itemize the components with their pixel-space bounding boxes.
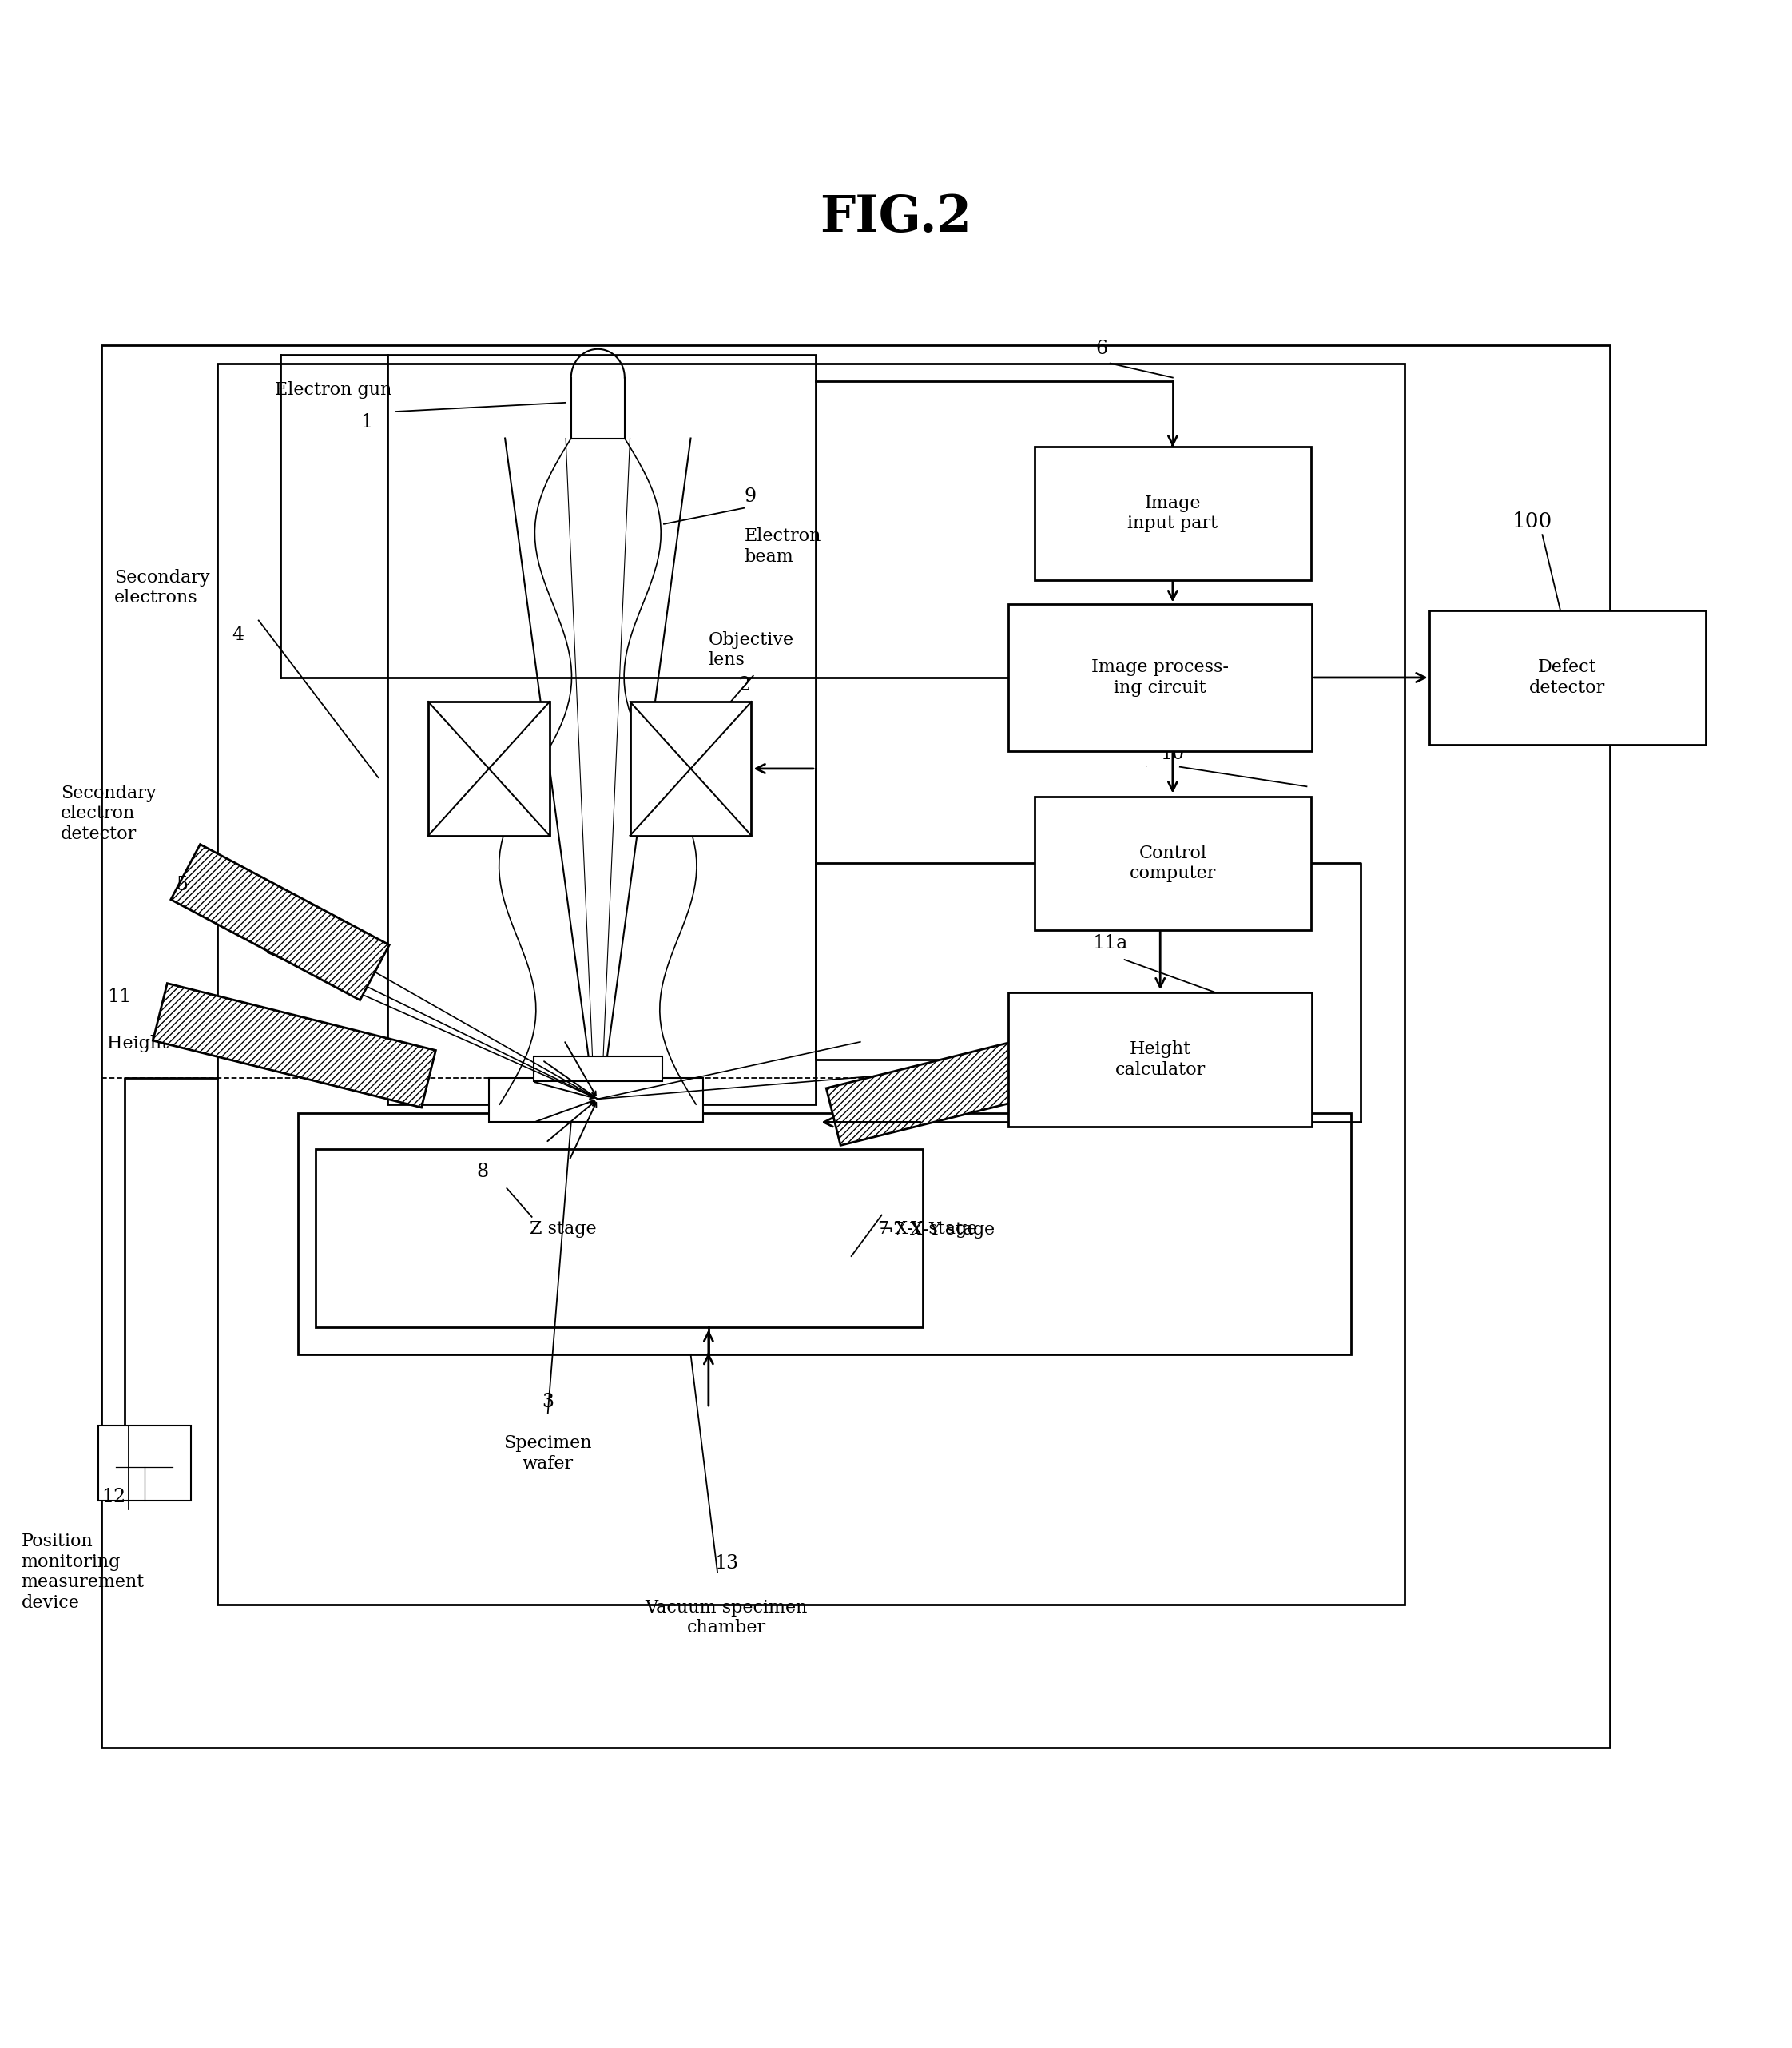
Polygon shape: [170, 844, 389, 999]
Text: Image process-
ing circuit: Image process- ing circuit: [1091, 659, 1229, 696]
Text: $\neg$7 X-Y stage: $\neg$7 X-Y stage: [878, 1221, 996, 1241]
Polygon shape: [826, 1018, 1127, 1145]
Text: 4: 4: [231, 627, 244, 645]
Text: 100: 100: [1512, 512, 1552, 530]
Text: Height detector: Height detector: [108, 1034, 251, 1053]
Text: Objective
lens: Objective lens: [708, 631, 794, 670]
Text: Z stage: Z stage: [530, 1221, 597, 1237]
Text: Secondary
electron
detector: Secondary electron detector: [61, 784, 156, 844]
Text: 11: 11: [108, 987, 131, 1006]
Text: Electron
beam: Electron beam: [744, 528, 821, 565]
Text: $\neg$: $\neg$: [1145, 766, 1149, 768]
Text: 1: 1: [360, 414, 373, 432]
Bar: [297, 1114, 1351, 1354]
Text: Specimen
wafer: Specimen wafer: [504, 1436, 591, 1473]
Bar: [217, 362, 1405, 1604]
Text: Defect
detector: Defect detector: [1529, 659, 1606, 696]
Text: Image
input part: Image input part: [1127, 494, 1219, 532]
Bar: [1428, 610, 1706, 745]
Text: 3: 3: [541, 1393, 554, 1411]
Text: Vacuum specimen
chamber: Vacuum specimen chamber: [645, 1599, 808, 1636]
Text: 5: 5: [176, 877, 188, 895]
Text: 8: 8: [477, 1163, 489, 1182]
Text: 12: 12: [102, 1487, 125, 1505]
Text: 10: 10: [1159, 745, 1185, 764]
Bar: [315, 1149, 923, 1327]
Text: 13: 13: [715, 1554, 738, 1573]
Bar: [387, 354, 815, 1104]
Polygon shape: [152, 983, 435, 1108]
Text: Secondary
electrons: Secondary electrons: [115, 569, 210, 606]
Text: 9: 9: [744, 487, 756, 506]
Bar: [1009, 604, 1312, 752]
Text: 6: 6: [1097, 340, 1107, 358]
Bar: [534, 1057, 661, 1081]
Text: 7 X-Y stage: 7 X-Y stage: [878, 1221, 977, 1237]
Text: 2: 2: [738, 676, 751, 694]
Text: Control
computer: Control computer: [1129, 844, 1217, 883]
Bar: [489, 1077, 702, 1122]
Text: Position
monitoring
measurement
device: Position monitoring measurement device: [22, 1532, 145, 1612]
Text: FIG.2: FIG.2: [821, 195, 971, 242]
Text: Electron gun: Electron gun: [274, 381, 392, 399]
Bar: [102, 346, 1611, 1747]
Bar: [1034, 797, 1312, 930]
Bar: [99, 1425, 190, 1501]
Bar: [631, 702, 751, 836]
Text: 11a: 11a: [1093, 934, 1127, 952]
Text: Height
calculator: Height calculator: [1115, 1040, 1206, 1079]
Bar: [1034, 446, 1312, 580]
Bar: [428, 702, 550, 836]
Bar: [1009, 993, 1312, 1126]
